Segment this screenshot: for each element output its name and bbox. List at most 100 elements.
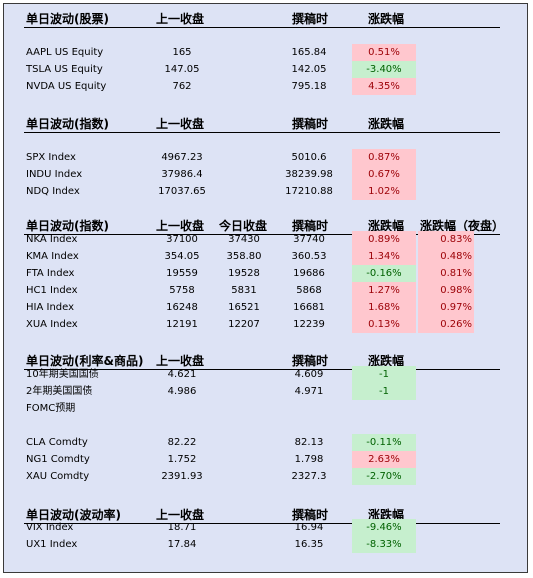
change-percent: -1 bbox=[352, 383, 416, 400]
night-change-percent: 0.98% bbox=[418, 282, 474, 299]
table-row: XAU Comdty 2391.93 2327.3 -2.70% bbox=[4, 468, 529, 485]
table-row: KMA Index 354.05 358.80 360.53 1.34% 0.48% bbox=[4, 248, 529, 265]
table-row: TSLA US Equity 147.05 142.05 -3.40% bbox=[4, 61, 529, 78]
table-row: NKA Index 37100 37430 37740 0.89% 0.83% bbox=[4, 231, 529, 248]
instrument-name: VIX Index bbox=[26, 522, 74, 533]
section-header: 单日波动(利率&商品) 上一收盘 撰稿时 涨跌幅 bbox=[4, 352, 529, 370]
table-row: 10年期美国国债 4.621 4.609 -1 bbox=[4, 366, 529, 383]
header-cell: 涨跌幅 bbox=[368, 117, 405, 131]
change-percent: -1 bbox=[352, 366, 416, 383]
change-percent: 1.27% bbox=[352, 282, 416, 299]
table-row: VIX Index 18.71 16.94 -9.46% bbox=[4, 519, 529, 536]
current-price: 16.94 bbox=[294, 522, 324, 533]
table-row: CLA Comdty 82.22 82.13 -0.11% bbox=[4, 434, 529, 451]
change-percent: -3.40% bbox=[352, 61, 416, 78]
table-row: UX1 Index 17.84 16.35 -8.33% bbox=[4, 536, 529, 553]
night-change-percent: 0.83% bbox=[418, 231, 474, 248]
instrument-name: NKA Index bbox=[26, 234, 78, 245]
instrument-name: 2年期美国国债 bbox=[26, 386, 93, 397]
instrument-name: KMA Index bbox=[26, 251, 79, 262]
prev-close: 354.05 bbox=[164, 251, 200, 262]
night-change-percent: 0.48% bbox=[418, 248, 474, 265]
table-row bbox=[4, 417, 529, 434]
table-row: NVDA US Equity 762 795.18 4.35% bbox=[4, 78, 529, 95]
current-price: 4.609 bbox=[294, 369, 324, 380]
current-price bbox=[274, 417, 344, 434]
instrument-name: NVDA US Equity bbox=[26, 81, 107, 92]
prev-close: 4.621 bbox=[167, 369, 197, 380]
header-cell: 上一收盘 bbox=[156, 117, 205, 131]
change-percent: 0.89% bbox=[352, 231, 416, 248]
table-row: HC1 Index 5758 5831 5868 1.27% 0.98% bbox=[4, 282, 529, 299]
current-price bbox=[274, 400, 344, 417]
current-price: 360.53 bbox=[291, 251, 327, 262]
section-header: 单日波动(指数) 上一收盘 今日收盘 撰稿时 涨跌幅 涨跌幅（夜盘） bbox=[4, 217, 529, 235]
current-price: 19686 bbox=[293, 268, 325, 279]
section-header: 单日波动(指数) 上一收盘 撰稿时 涨跌幅 bbox=[4, 115, 529, 133]
header-cell: 涨跌幅 bbox=[368, 219, 405, 233]
change-percent: -8.33% bbox=[352, 536, 416, 553]
current-price: 17210.88 bbox=[285, 186, 333, 197]
change-percent: 1.34% bbox=[352, 248, 416, 265]
prev-close: 82.22 bbox=[167, 437, 197, 448]
change-percent: 0.51% bbox=[352, 44, 416, 61]
table-row: SPX Index 4967.23 5010.6 0.87% bbox=[4, 149, 529, 166]
prev-close: 147.05 bbox=[164, 64, 200, 75]
table-row: INDU Index 37986.4 38239.98 0.67% bbox=[4, 166, 529, 183]
section-divider bbox=[24, 234, 500, 235]
table-row: XUA Index 12191 12207 12239 0.13% 0.26% bbox=[4, 316, 529, 333]
change-percent: -9.46% bbox=[352, 519, 416, 536]
night-change-percent: 0.81% bbox=[418, 265, 474, 282]
current-price: 1.798 bbox=[294, 454, 324, 465]
header-cell: 撰稿时 bbox=[292, 219, 329, 233]
table-row: HIA Index 16248 16521 16681 1.68% 0.97% bbox=[4, 299, 529, 316]
current-price: 16.35 bbox=[294, 539, 324, 550]
table-row: FOMC预期 bbox=[4, 400, 529, 417]
change-percent: 1.68% bbox=[352, 299, 416, 316]
change-percent: 2.63% bbox=[352, 451, 416, 468]
section-header: 单日波动(股票) 上一收盘 撰稿时 涨跌幅 bbox=[4, 10, 529, 28]
current-price: 82.13 bbox=[294, 437, 324, 448]
current-price: 38239.98 bbox=[285, 169, 333, 180]
change-percent: 0.87% bbox=[352, 149, 416, 166]
prev-close: 165 bbox=[172, 47, 192, 58]
table-row: NG1 Comdty 1.752 1.798 2.63% bbox=[4, 451, 529, 468]
table-row: AAPL US Equity 165 165.84 0.51% bbox=[4, 44, 529, 61]
prev-close: 4.986 bbox=[167, 386, 197, 397]
instrument-name: SPX Index bbox=[26, 152, 76, 163]
instrument-name: XUA Index bbox=[26, 319, 78, 330]
section-divider bbox=[24, 523, 500, 524]
section-header: 单日波动(波动率) 上一收盘 撰稿时 涨跌幅 bbox=[4, 506, 529, 524]
header-cell: 撰稿时 bbox=[292, 117, 329, 131]
section-divider bbox=[24, 369, 500, 370]
header-cell: 涨跌幅 bbox=[368, 508, 405, 522]
section-divider bbox=[24, 27, 500, 28]
today-close: 358.80 bbox=[226, 251, 262, 262]
prev-close: 37986.4 bbox=[161, 169, 203, 180]
table-row: 2年期美国国债 4.986 4.971 -1 bbox=[4, 383, 529, 400]
prev-close: 17037.65 bbox=[158, 186, 206, 197]
prev-close: 1.752 bbox=[167, 454, 197, 465]
current-price: 16681 bbox=[293, 302, 325, 313]
change-percent: -0.16% bbox=[352, 265, 416, 282]
table-row: FTA Index 19559 19528 19686 -0.16% 0.81% bbox=[4, 265, 529, 282]
prev-close: 17.84 bbox=[167, 539, 197, 550]
instrument-name: INDU Index bbox=[26, 169, 83, 180]
night-change-percent: 0.26% bbox=[418, 316, 474, 333]
instrument-name: UX1 Index bbox=[26, 539, 78, 550]
today-close: 12207 bbox=[228, 319, 260, 330]
change-percent: 1.02% bbox=[352, 183, 416, 200]
header-cell: 撰稿时 bbox=[292, 354, 329, 368]
night-change-percent: 0.97% bbox=[418, 299, 474, 316]
table-row: NDQ Index 17037.65 17210.88 1.02% bbox=[4, 183, 529, 200]
prev-close bbox=[147, 400, 217, 417]
change-percent: -2.70% bbox=[352, 468, 416, 485]
prev-close: 12191 bbox=[166, 319, 198, 330]
current-price: 2327.3 bbox=[291, 471, 327, 482]
header-cell: 单日波动(波动率) bbox=[26, 508, 121, 522]
change-percent: 0.67% bbox=[352, 166, 416, 183]
current-price: 37740 bbox=[293, 234, 325, 245]
prev-close: 2391.93 bbox=[161, 471, 203, 482]
header-cell: 单日波动(指数) bbox=[26, 219, 109, 233]
instrument-name: TSLA US Equity bbox=[26, 64, 103, 75]
